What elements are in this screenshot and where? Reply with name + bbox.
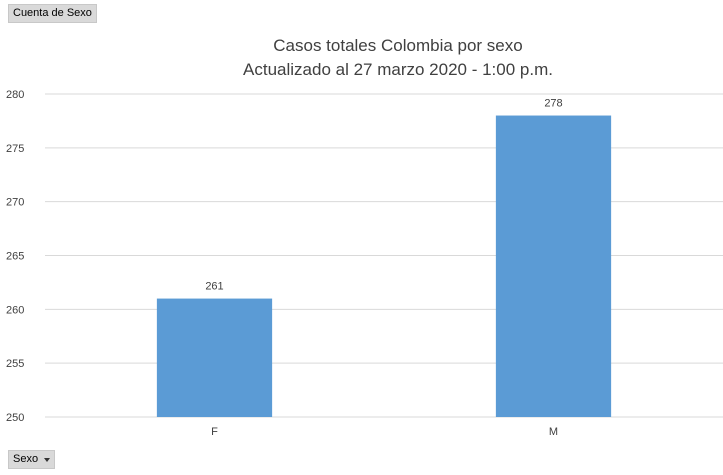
y-tick-label: 280 xyxy=(6,89,24,101)
data-label: 278 xyxy=(544,98,562,110)
y-tick-label: 250 xyxy=(6,412,24,424)
data-label: 261 xyxy=(205,281,223,293)
y-tick-label: 260 xyxy=(6,304,24,316)
x-tick-label: F xyxy=(211,426,218,438)
y-tick-label: 270 xyxy=(6,197,24,209)
x-tick-label: M xyxy=(549,426,558,438)
y-tick-label: 275 xyxy=(6,143,24,155)
values-field-label: Cuenta de Sexo xyxy=(13,7,92,19)
chart-title: Casos totales Colombia por sexo xyxy=(273,36,523,55)
y-tick-label: 265 xyxy=(6,251,24,263)
dropdown-arrow-icon xyxy=(44,457,51,462)
axis-field-label: Sexo xyxy=(13,453,39,465)
bar-M xyxy=(495,115,612,418)
bar-F xyxy=(156,298,273,417)
y-tick-label: 255 xyxy=(6,358,24,370)
values-field-button[interactable]: Cuenta de Sexo xyxy=(8,4,97,23)
chart-subtitle: Actualizado al 27 marzo 2020 - 1:00 p.m. xyxy=(243,60,553,79)
axis-field-filter-button[interactable]: Sexo xyxy=(8,450,56,469)
